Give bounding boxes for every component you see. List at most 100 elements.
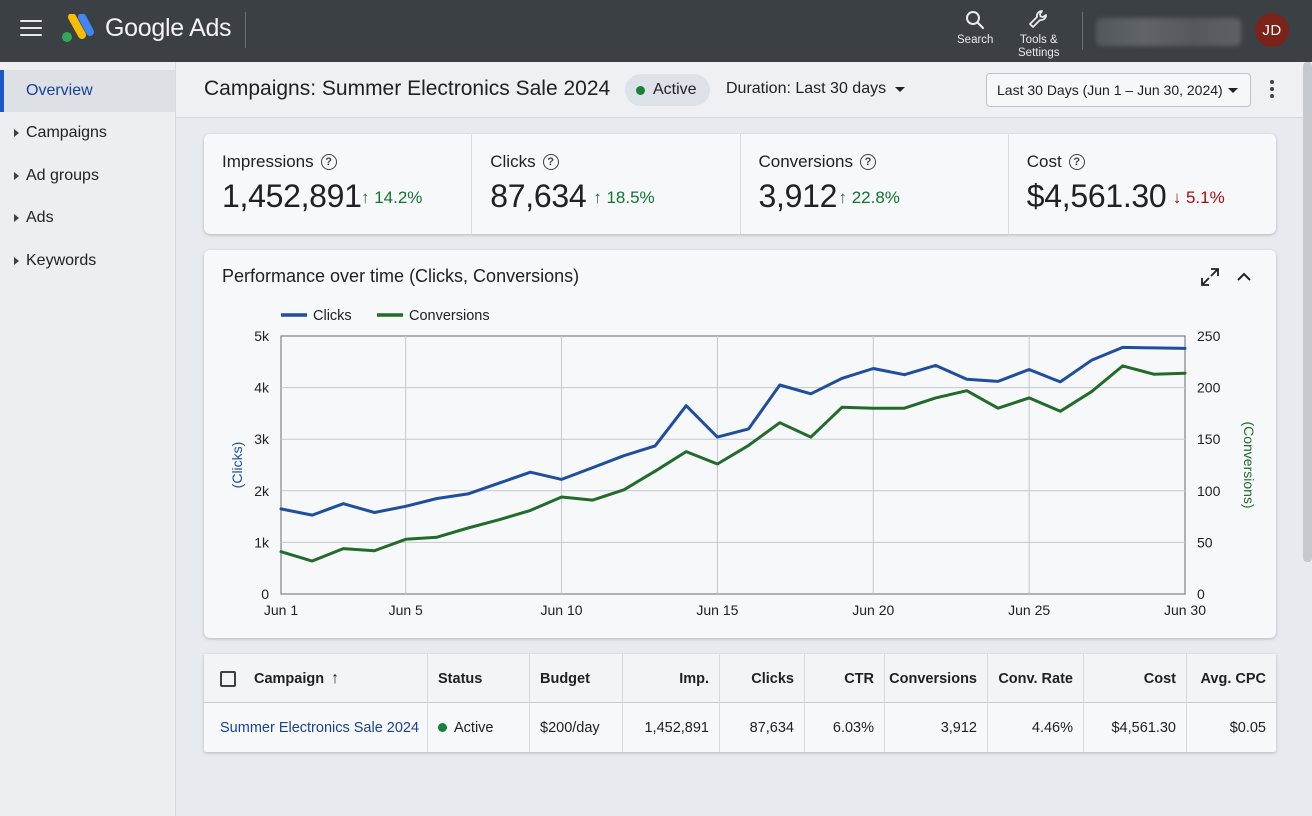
sidebar-item-label: Keywords [26,252,97,269]
tools-settings-button[interactable]: Tools & Settings [1018,8,1060,60]
table-row[interactable]: Summer Electronics Sale 2024 Active $200… [204,703,1276,752]
account-switcher-blurred[interactable] [1096,18,1241,46]
expand-icon[interactable] [1200,267,1220,287]
kpi-conversions[interactable]: Conversions? 3,912 ↑ 22.8% [741,134,1009,234]
page-scrollbar[interactable] [1303,62,1312,562]
kpi-value: 3,912 [758,178,838,214]
wrench-icon [1028,10,1047,28]
kpi-delta: ↑ 22.8% [838,188,900,207]
column-header-conversions[interactable]: Conversions [885,654,988,703]
help-icon[interactable]: ? [1068,154,1085,170]
y-tick-label: 4k [254,380,270,396]
status-text: Active [454,719,494,736]
y-tick-label: 5k [254,328,270,344]
x-tick-label: Jun 10 [541,602,583,618]
select-all-checkbox[interactable] [220,670,236,687]
status-badge[interactable]: Active [625,74,710,106]
sidebar-item-label: Campaigns [26,124,107,141]
sidebar: Overview Campaigns Ad groups Ads Keyword… [0,62,176,816]
column-header-status[interactable]: Status [428,654,530,703]
search-button[interactable]: Search [957,8,993,47]
brand-name: Google Ads [105,14,232,42]
kpi-value: 87,634 [490,178,587,214]
kpi-delta: ↓ 5.1% [1172,188,1225,207]
column-header-impressions[interactable]: Imp. [623,654,720,703]
dropdown-arrow-icon [1228,88,1238,93]
kpi-label-row: Conversions? [759,152,876,172]
caret-right-icon [14,172,19,180]
kpi-label: Cost [1026,152,1062,171]
kpi-impressions[interactable]: Impressions? 1,452,891 ↑ 14.2% [204,134,473,234]
google-ads-logo [62,14,94,42]
column-header-cost[interactable]: Cost [1084,654,1187,703]
sidebar-item-label: Ad groups [26,167,99,184]
column-header-ctr[interactable]: CTR [805,654,885,703]
y-tick-label: 3k [254,431,270,447]
more-options-icon[interactable] [1268,80,1276,100]
series-line-conversions [279,364,1187,563]
date-range-label: Last 30 Days (Jun 1 – Jun 30, 2024) [997,82,1223,98]
y-axis-title: (Clicks) [229,442,245,489]
campaign-link[interactable]: Summer Electronics Sale 2024 [220,719,420,736]
menu-icon[interactable] [20,20,42,38]
status-text: Active [653,81,697,98]
avg-cpc-cell: $0.05 [1229,719,1266,736]
column-header-clicks[interactable]: Clicks [720,654,805,703]
help-icon[interactable]: ? [542,154,559,170]
y2-tick-label: 100 [1197,483,1221,499]
kpi-label: Clicks [490,152,536,171]
status-dot-icon [438,723,447,732]
y2-tick-label: 0 [1197,586,1205,602]
sidebar-item-ads[interactable]: Ads [0,197,175,239]
legend-label-clicks: Clicks [313,308,352,324]
kpi-value: $4,561.30 [1026,178,1167,214]
caret-right-icon [14,214,19,222]
caret-right-icon [14,129,19,137]
search-label: Search [957,34,994,46]
status-cell: Active [428,703,530,752]
x-tick-label: Jun 20 [852,602,894,618]
sidebar-item-label: Ads [26,209,54,226]
cost-cell: $4,561.30 [1084,703,1187,752]
column-header-conv-rate[interactable]: Conv. Rate [988,654,1084,703]
performance-chart-card: 0 1k 2k 3k 4k 5k 0 50 100 150 200 250 Jun 1 Jun 5 Jun … [204,250,1276,638]
sidebar-item-overview[interactable]: Overview [0,70,175,112]
kpi-summary: Impressions? 1,452,891 ↑ 14.2% Clicks? 8… [204,134,1276,234]
ctr-cell: 6.03% [805,703,885,752]
y2-tick-label: 50 [1197,534,1213,550]
column-header-avg-cpc[interactable]: Avg. CPC [1200,670,1266,687]
legend-label-conversions: Conversions [409,308,490,324]
kpi-label-row: Impressions? [222,152,337,172]
table-header: Campaign ↑ Status Budget Imp. Clicks CTR… [204,654,1276,703]
avatar[interactable]: JD [1255,13,1289,47]
chevron-up-icon[interactable] [1234,267,1254,287]
series-line-clicks [279,345,1187,517]
kpi-clicks[interactable]: Clicks? 87,634 ↑ 18.5% [472,134,741,234]
performance-chart: 0 1k 2k 3k 4k 5k 0 50 100 150 200 250 Jun 1 Jun 5 Jun … [229,308,1257,618]
help-icon[interactable]: ? [860,154,876,170]
plot-frame [280,335,1186,595]
x-tick-label: Jun 30 [1164,602,1206,618]
sidebar-item-label: Overview [26,82,93,99]
help-icon[interactable]: ? [320,154,337,170]
date-range-picker[interactable]: Last 30 Days (Jun 1 – Jun 30, 2024) [986,73,1251,107]
sidebar-item-campaigns[interactable]: Campaigns [0,112,175,154]
page-header: Campaigns: Summer Electronics Sale 2024 … [176,62,1312,118]
budget-cell[interactable]: $200/day [530,703,623,752]
sidebar-item-ad-groups[interactable]: Ad groups [0,155,175,197]
y2-axis-title: (Conversions) [1241,421,1257,508]
x-tick-label: Jun 25 [1008,602,1050,618]
column-header-budget[interactable]: Budget [530,654,623,703]
y2-tick-label: 250 [1197,328,1221,344]
y2-tick-label: 150 [1197,431,1221,447]
x-tick-label: Jun 1 [264,602,298,618]
kpi-cost[interactable]: Cost? $4,561.30 ↓ 5.1% [1009,134,1276,234]
conv-rate-cell: 4.46% [988,703,1084,752]
sidebar-item-keywords[interactable]: Keywords [0,240,175,282]
caret-right-icon [14,257,19,265]
duration-dropdown[interactable]: Duration: Last 30 days [726,80,906,98]
kpi-label-row: Cost? [1027,152,1085,172]
sort-ascending-icon[interactable]: ↑ [331,669,340,687]
column-header-campaign[interactable]: Campaign ↑ [204,654,428,703]
y-tick-label: 1k [254,534,270,550]
